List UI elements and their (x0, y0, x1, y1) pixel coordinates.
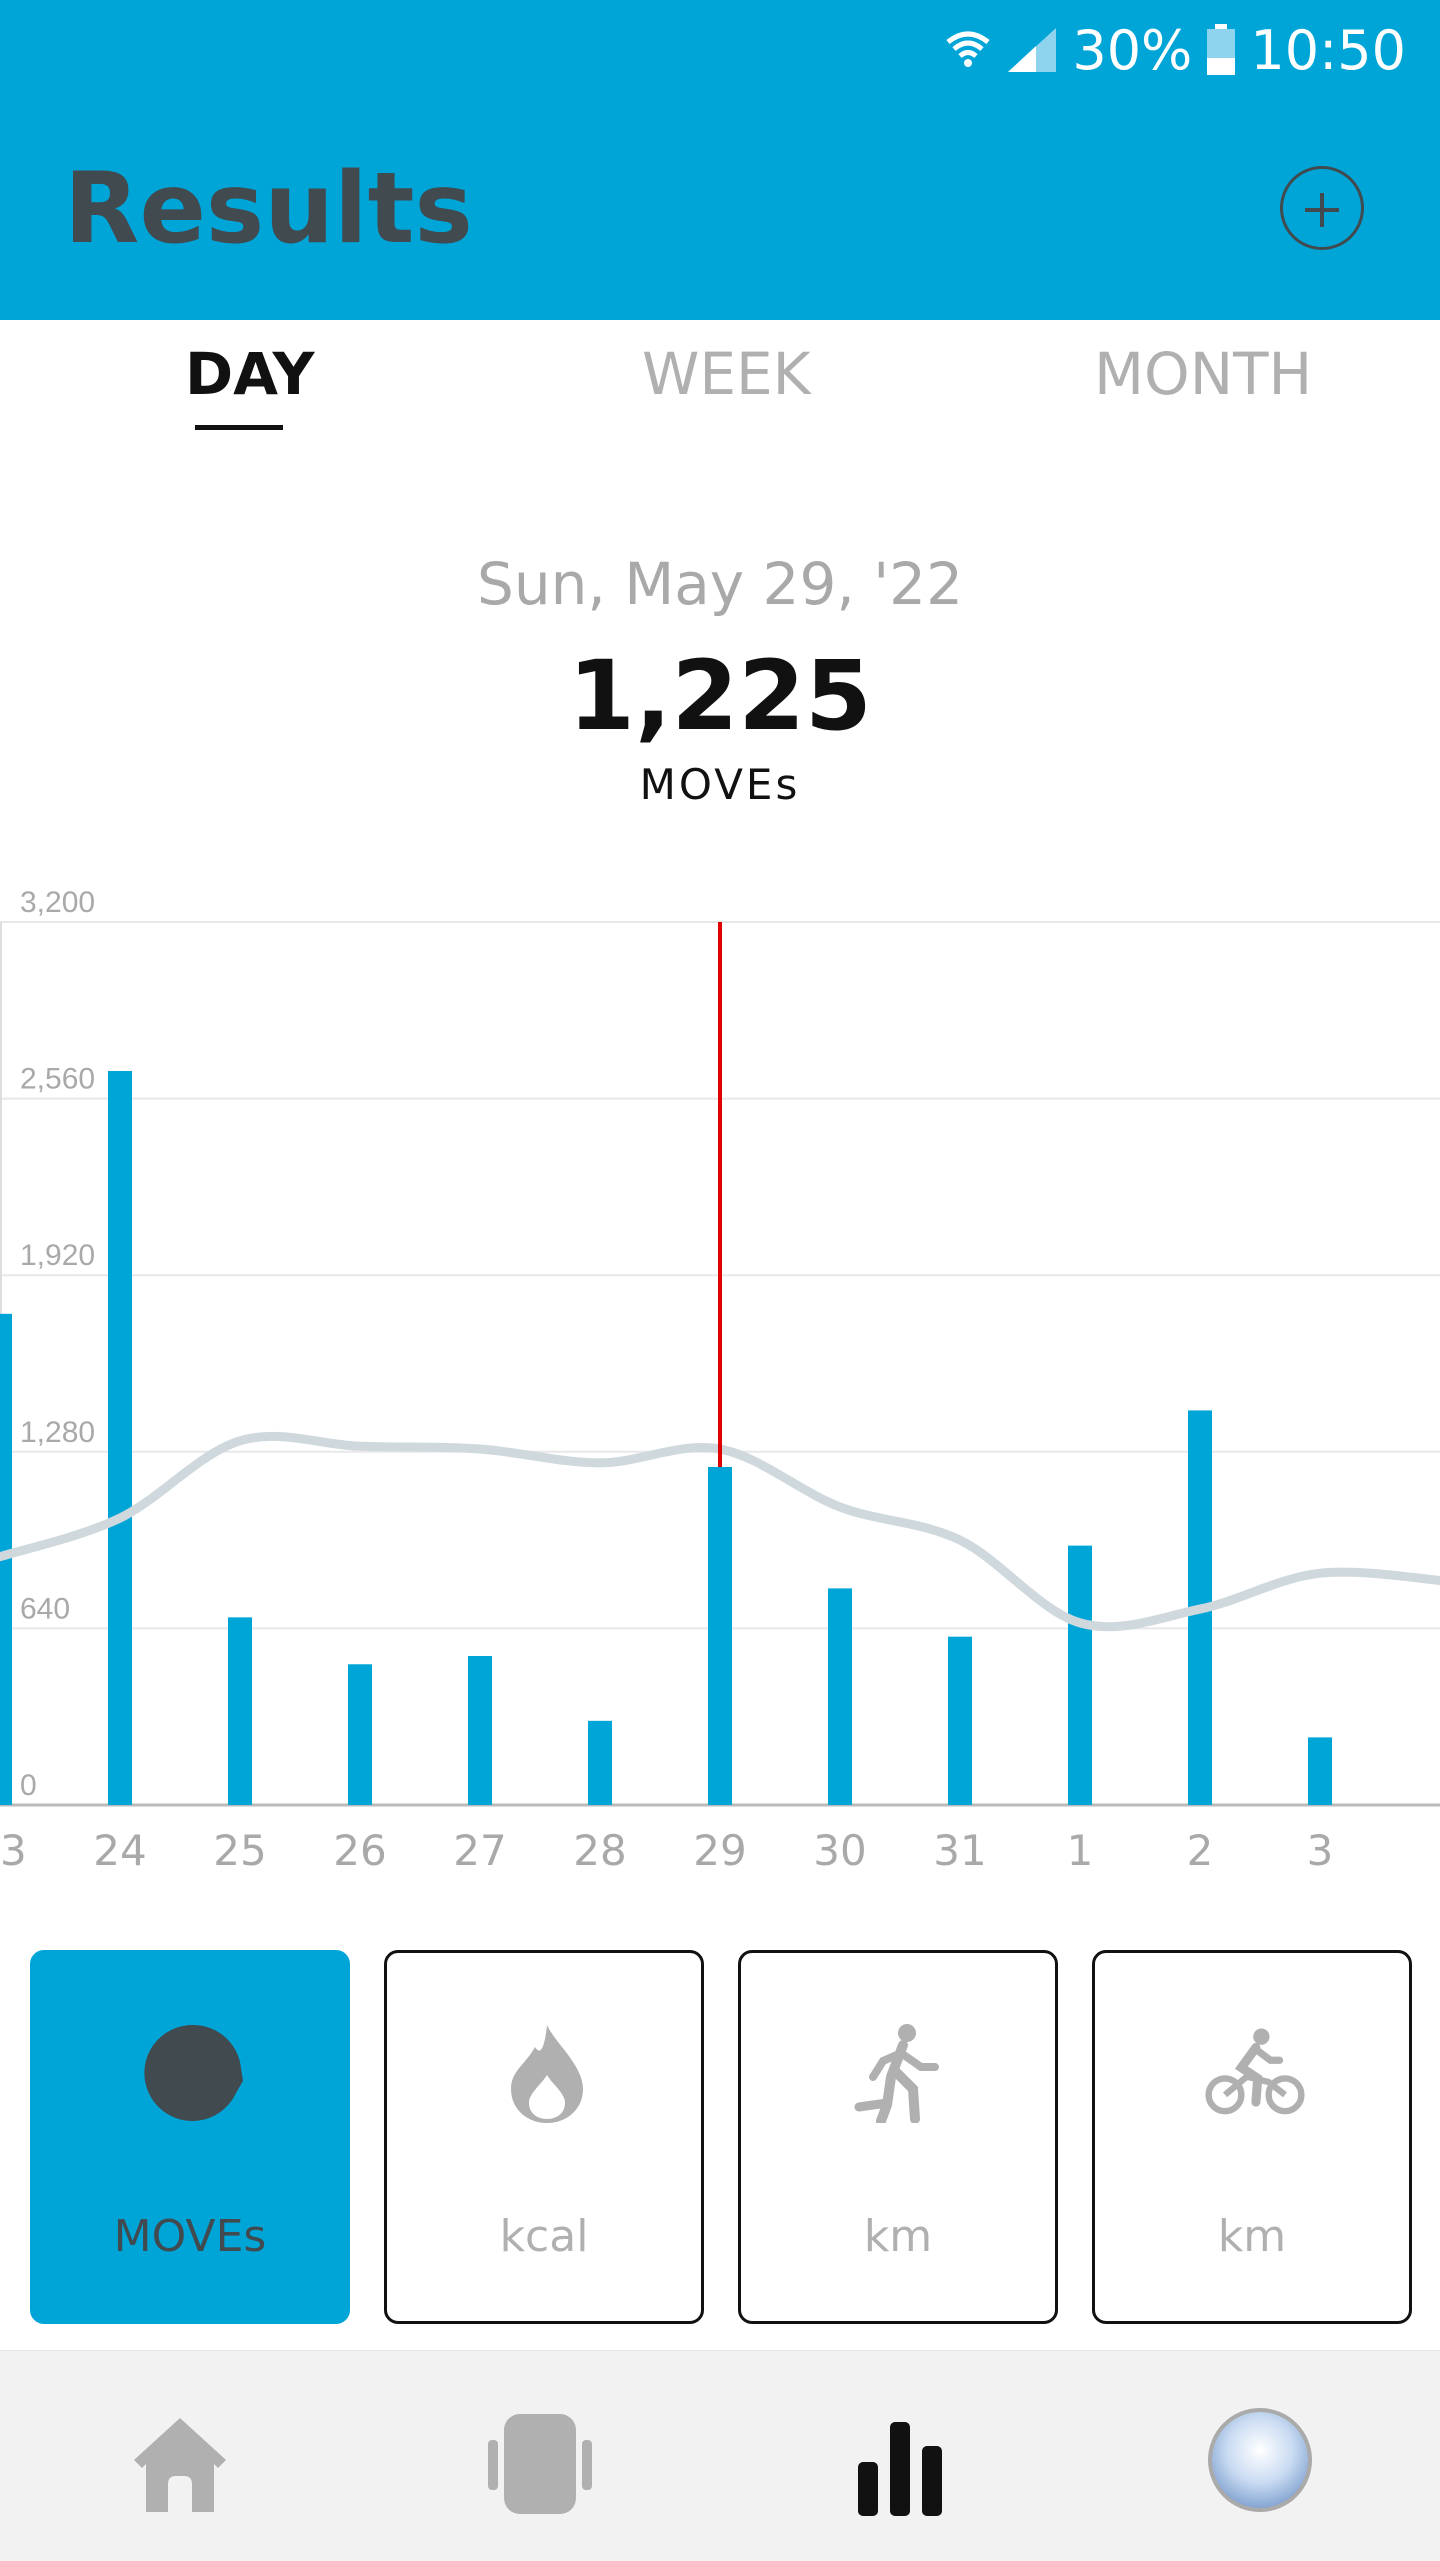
x-tick-label: 30 (813, 1826, 866, 1875)
x-tick-label: 3 (1307, 1826, 1334, 1875)
x-tick-label: 25 (213, 1826, 266, 1875)
y-tick-label: 2,560 (20, 1063, 95, 1096)
signal-icon (1008, 28, 1057, 72)
metric-card-label: MOVEs (113, 2211, 267, 2262)
metric-card-label: km (863, 2211, 933, 2262)
metric-card-kcal[interactable]: kcal (384, 1950, 704, 2324)
moves-icon (144, 2024, 243, 2121)
x-tick-label: 31 (933, 1826, 986, 1875)
x-tick-label: 24 (93, 1826, 146, 1875)
tab-day[interactable]: DAY (185, 340, 315, 408)
status-bar: 30% 10:50 (944, 18, 1406, 82)
add-button[interactable] (1280, 166, 1364, 250)
battery-percent: 30% (1072, 18, 1193, 82)
x-tick-label: 26 (333, 1826, 386, 1875)
bar-1 (1068, 1545, 1092, 1805)
metric-card-walk-distance[interactable]: km (738, 1950, 1058, 2324)
y-tick-label: 0 (20, 1769, 37, 1802)
page-title: Results (64, 152, 473, 266)
bar-chart-icon[interactable] (840, 2400, 960, 2520)
app-header (0, 0, 1440, 320)
x-tick-label: 29 (693, 1826, 746, 1875)
bar-25 (228, 1617, 252, 1805)
metric-card-label: km (1217, 2211, 1287, 2262)
bar-27 (468, 1655, 492, 1805)
bar-26 (348, 1664, 372, 1805)
tab-active-indicator (195, 425, 283, 430)
x-tick-label: 2 (1187, 1826, 1214, 1875)
x-tick-label: 23 (0, 1826, 27, 1875)
moves-chart[interactable]: 06401,2801,9202,5603,2002324252627282930… (0, 870, 1440, 1910)
bottom-navigation (0, 2350, 1440, 2561)
daily-unit: MOVEs (639, 760, 801, 809)
bar-31 (948, 1636, 972, 1805)
flame-icon (511, 2025, 583, 2123)
home-icon[interactable] (120, 2400, 240, 2520)
y-tick-label: 3,200 (20, 886, 95, 919)
cycling-icon (1205, 2028, 1305, 2115)
bar-3 (1308, 1737, 1332, 1805)
x-tick-label: 27 (453, 1826, 506, 1875)
y-tick-label: 1,280 (20, 1416, 95, 1449)
y-tick-label: 1,920 (20, 1239, 95, 1272)
bar-24 (108, 1071, 132, 1805)
metric-card-label: kcal (499, 2211, 589, 2262)
metric-card-moves[interactable]: MOVEs (30, 1950, 350, 2324)
x-tick-label: 28 (573, 1826, 626, 1875)
selected-date: Sun, May 29, '22 (477, 550, 963, 618)
profile-icon[interactable] (1200, 2400, 1320, 2520)
bar-28 (588, 1720, 612, 1805)
bar-29 (708, 1466, 732, 1805)
x-tick-label: 1 (1067, 1826, 1094, 1875)
clock: 10:50 (1250, 18, 1406, 82)
battery-icon (1207, 24, 1236, 75)
y-tick-label: 640 (20, 1592, 70, 1625)
tab-month[interactable]: MONTH (1094, 340, 1313, 408)
tab-week[interactable]: WEEK (642, 340, 811, 408)
walking-icon (854, 2024, 939, 2123)
daily-value: 1,225 (568, 640, 872, 752)
wifi-icon (946, 31, 990, 67)
metric-card-cycle-distance[interactable]: km (1092, 1950, 1412, 2324)
device-icon[interactable] (480, 2400, 600, 2520)
bar-30 (828, 1588, 852, 1805)
